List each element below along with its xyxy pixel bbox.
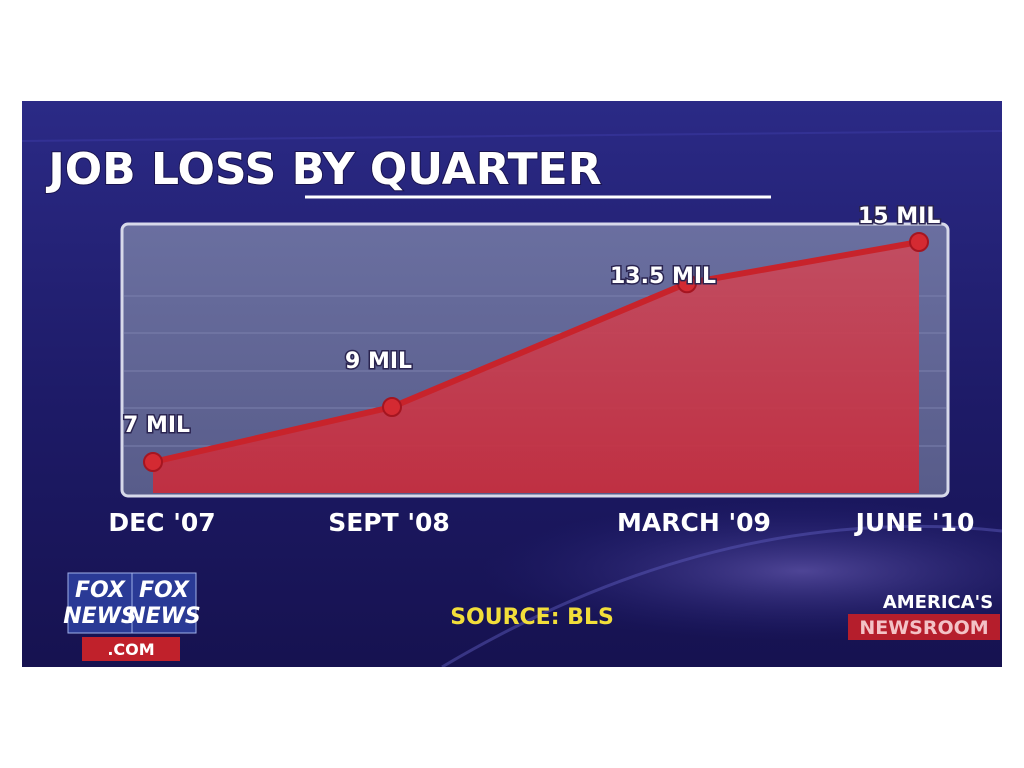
logo-word-2a: NEWS — [63, 604, 137, 629]
logo-word-2b: NEWS — [127, 604, 201, 629]
x-axis-labels: DEC '07 SEPT '08 MARCH '09 JUNE '10 — [108, 508, 974, 537]
data-label: 15 MIL — [858, 204, 940, 229]
data-point — [143, 452, 163, 472]
x-tick-label: JUNE '10 — [854, 508, 975, 537]
broadcast-frame: JOB LOSS BY QUARTER 7 MIL 9 MIL 13.5 MIL 15… — [22, 101, 1002, 667]
series-line — [150, 239, 922, 465]
background-decoration — [22, 130, 1002, 667]
logo-word-1a: FOX — [75, 578, 126, 603]
data-point — [677, 273, 697, 294]
data-point — [382, 397, 402, 417]
logo-word-1b: FOX — [139, 578, 190, 603]
data-label: 13.5 MIL — [610, 264, 716, 289]
network-logo: FOX NEWS FOX NEWS .COM — [63, 572, 201, 661]
area-fill — [153, 242, 919, 493]
data-label: 9 MIL — [345, 349, 412, 374]
chart-title: JOB LOSS BY QUARTER — [45, 144, 601, 195]
data-labels: 7 MIL 9 MIL 13.5 MIL 15 MIL — [122, 203, 942, 440]
show-logo-line1: AMERICA'S — [883, 592, 993, 613]
x-tick-label: DEC '07 — [108, 508, 215, 537]
show-logo-line2: NEWSROOM — [859, 617, 988, 639]
x-tick-label: MARCH '09 — [617, 508, 771, 537]
data-point — [909, 232, 929, 252]
logo-suffix: .COM — [107, 640, 154, 659]
source-label: SOURCE: BLS — [450, 605, 614, 630]
job-loss-chart: JOB LOSS BY QUARTER 7 MIL 9 MIL 13.5 MIL 15… — [22, 130, 1002, 667]
data-points — [143, 232, 929, 472]
data-label: 7 MIL — [123, 413, 190, 438]
show-logo: AMERICA'S NEWSROOM — [848, 592, 1000, 640]
x-tick-label: SEPT '08 — [328, 508, 450, 537]
